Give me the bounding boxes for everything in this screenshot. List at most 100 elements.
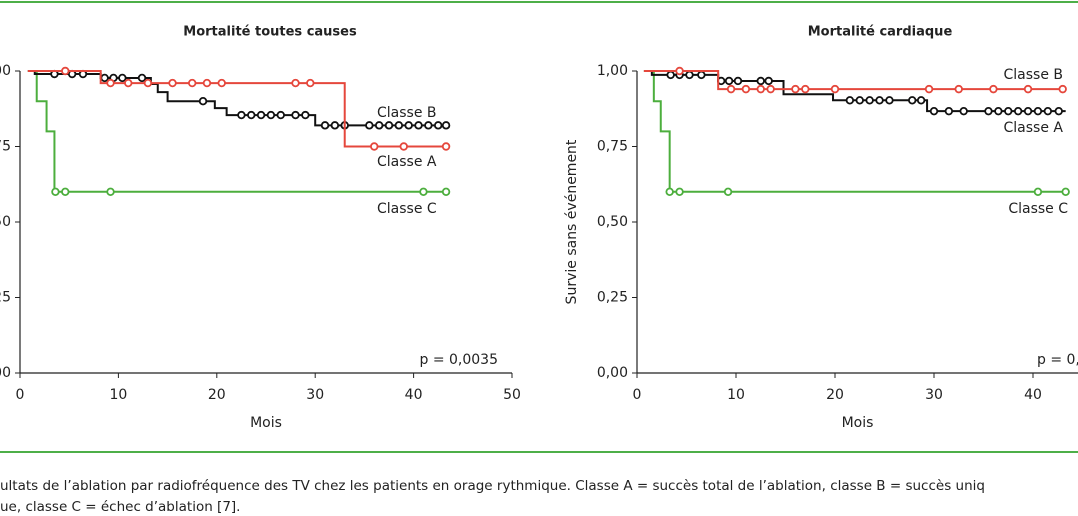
y-axis-label: Survie sans événement: [564, 139, 580, 304]
censor-mark: [124, 78, 133, 88]
censor-mark: [801, 84, 810, 94]
censor-mark: [106, 78, 115, 88]
censor-mark: [217, 78, 226, 88]
censor-mark: [885, 96, 894, 105]
chart-title: Mortalité cardiaque: [808, 25, 953, 40]
censor-mark: [434, 121, 443, 130]
censor-mark: [424, 121, 433, 130]
annotation: p = 0,0035: [1037, 352, 1078, 368]
censor-mark: [733, 76, 743, 86]
censor-mark: [830, 84, 840, 94]
censor-mark: [301, 110, 310, 120]
censor-mark: [365, 121, 374, 130]
censor-mark: [756, 76, 765, 86]
censor-mark: [306, 78, 315, 88]
censor-mark: [944, 106, 954, 116]
censor-mark: [875, 96, 884, 105]
x-tick-label: 10: [109, 387, 127, 403]
censor-mark: [666, 70, 675, 80]
censor-mark: [1058, 84, 1067, 94]
censor-mark: [723, 187, 733, 196]
censor-mark: [291, 110, 300, 120]
censor-mark: [1023, 106, 1033, 116]
censor-mark: [675, 187, 684, 196]
censor-mark: [984, 106, 993, 116]
x-axis-label: Mois: [842, 415, 874, 431]
censor-mark: [276, 110, 285, 120]
censor-mark: [394, 121, 404, 130]
x-tick-label: 30: [306, 387, 324, 403]
series-label: Classe C: [1008, 201, 1068, 217]
x-tick-label: 0: [16, 387, 25, 403]
censor-mark: [118, 73, 127, 83]
censor-mark: [266, 110, 276, 120]
y-tick-label: 1,00: [0, 63, 11, 79]
x-tick-label: 20: [208, 387, 226, 403]
x-axis-label: Mois: [250, 415, 282, 431]
censor-mark: [106, 187, 115, 196]
censor-mark: [929, 106, 939, 116]
y-tick-label: 0,50: [597, 214, 628, 230]
censor-mark: [247, 110, 256, 120]
censor-mark: [756, 84, 765, 94]
censor-mark: [168, 78, 177, 88]
caption-line: ultats de l’ablation par radiofréquence …: [0, 478, 985, 494]
censor-mark: [959, 106, 968, 116]
censor-mark: [237, 110, 246, 120]
censor-mark: [404, 121, 413, 130]
censor-mark: [855, 96, 864, 105]
x-tick-label: 20: [826, 387, 844, 403]
y-tick-label: 0,75: [597, 139, 628, 155]
series-label: Classe C: [377, 201, 437, 217]
censor-mark: [187, 78, 197, 88]
censor-mark: [865, 96, 874, 105]
censor-mark: [908, 96, 917, 105]
x-tick-label: 50: [503, 387, 521, 403]
censor-mark: [675, 66, 684, 76]
censor-mark: [764, 76, 773, 86]
censor-mark: [916, 96, 926, 105]
caption-line: ue, classe C = échec d’ablation [7].: [0, 499, 240, 515]
x-tick-label: 40: [1024, 387, 1042, 403]
chart-title: Mortalité toutes causes: [183, 25, 357, 40]
y-tick-label: 0,50: [0, 214, 11, 230]
censor-mark: [1043, 106, 1053, 116]
x-tick-label: 10: [727, 387, 745, 403]
series-label: Classe B: [377, 105, 437, 121]
censor-mark: [1061, 187, 1070, 196]
annotation: p = 0,0035: [419, 352, 498, 368]
survival-curve: [643, 70, 1066, 193]
y-tick-label: 0,25: [597, 290, 628, 306]
y-tick-label: 0,25: [0, 290, 11, 306]
censor-mark: [685, 70, 694, 80]
censor-mark: [1023, 84, 1033, 94]
y-tick-label: 0,00: [0, 365, 11, 381]
censor-mark: [374, 121, 384, 130]
x-tick-label: 30: [925, 387, 943, 403]
censor-mark: [994, 106, 1003, 116]
censor-mark: [419, 187, 428, 196]
censor-mark: [726, 84, 736, 94]
censor-mark: [330, 121, 340, 130]
censor-mark: [1054, 106, 1063, 116]
survival-curve: [643, 70, 1066, 113]
censor-mark: [441, 121, 451, 130]
y-tick-label: 0,00: [597, 365, 628, 381]
y-tick-label: 0,75: [0, 139, 11, 155]
censor-mark: [320, 121, 330, 130]
censor-mark: [441, 142, 451, 151]
censor-mark: [924, 84, 934, 94]
censor-mark: [61, 187, 70, 196]
x-tick-label: 40: [405, 387, 423, 403]
censor-mark: [1004, 106, 1013, 116]
survival-curve: [643, 70, 1066, 91]
x-tick-label: 0: [633, 387, 642, 403]
censor-mark: [51, 187, 60, 196]
censor-mark: [766, 84, 775, 94]
censor-mark: [399, 142, 408, 151]
censor-mark: [665, 187, 674, 196]
series-label: Classe A: [377, 154, 437, 170]
censor-mark: [1033, 187, 1043, 196]
censor-mark: [954, 84, 963, 94]
